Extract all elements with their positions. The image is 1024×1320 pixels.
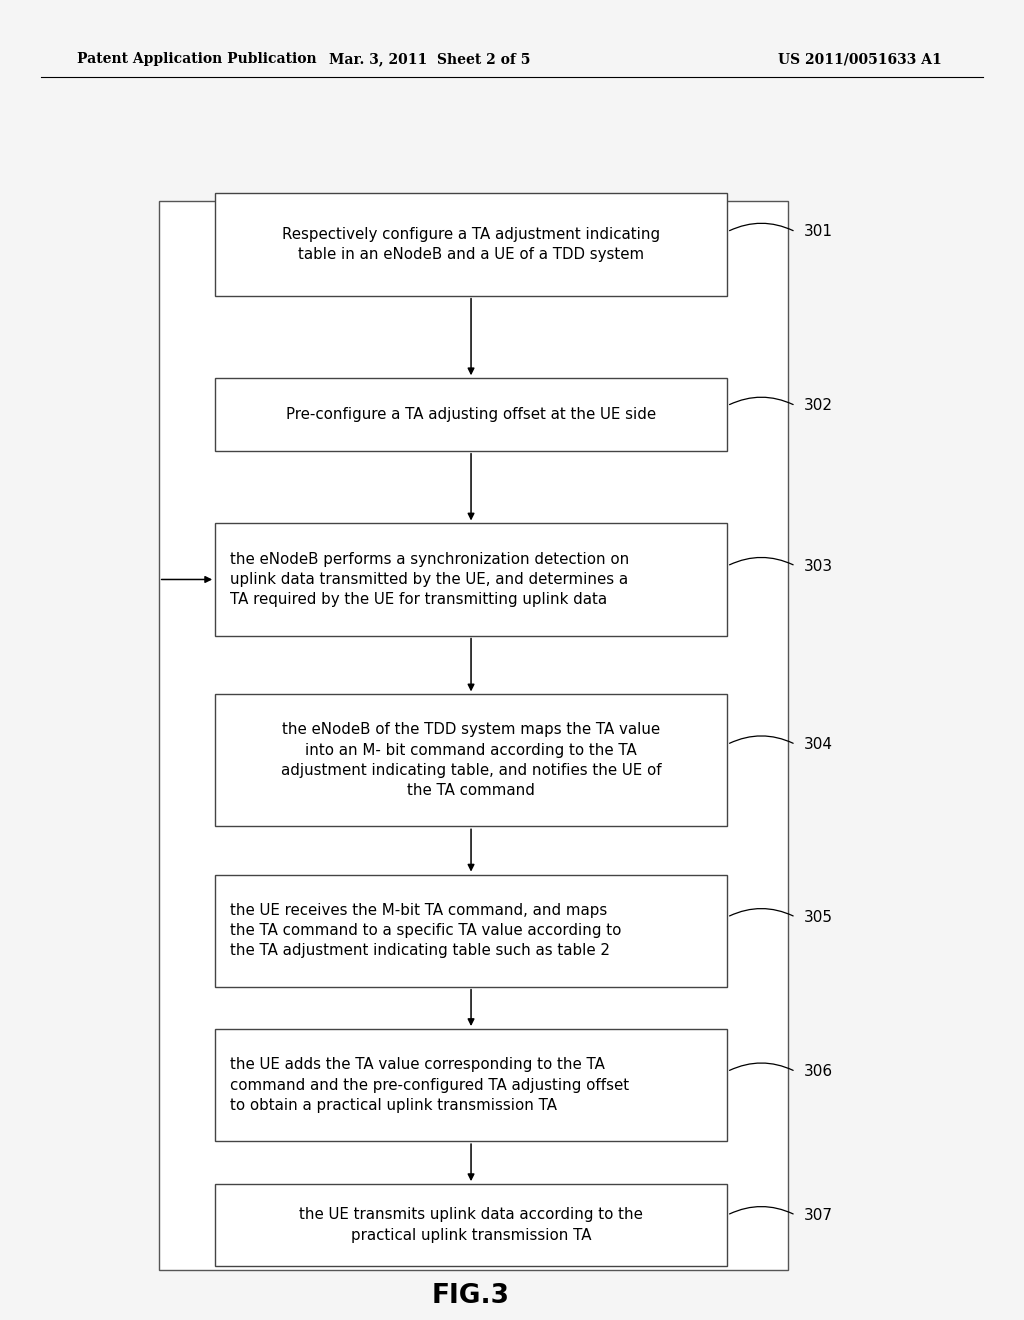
Text: 305: 305: [804, 909, 833, 924]
Bar: [215, 874, 727, 987]
Text: 303: 303: [804, 558, 833, 573]
Text: the UE transmits uplink data according to the
practical uplink transmission TA: the UE transmits uplink data according t…: [299, 1208, 643, 1242]
Text: the eNodeB performs a synchronization detection on
uplink data transmitted by th: the eNodeB performs a synchronization de…: [230, 552, 630, 607]
Bar: [215, 193, 727, 296]
Bar: [159, 201, 788, 1270]
Text: Patent Application Publication: Patent Application Publication: [77, 53, 316, 66]
Text: 304: 304: [804, 737, 833, 752]
Bar: [215, 1030, 727, 1140]
Bar: [215, 523, 727, 635]
Bar: [215, 694, 727, 826]
Text: Pre-configure a TA adjusting offset at the UE side: Pre-configure a TA adjusting offset at t…: [286, 407, 656, 422]
Text: 301: 301: [804, 224, 833, 239]
Text: US 2011/0051633 A1: US 2011/0051633 A1: [778, 53, 942, 66]
Text: the UE receives the M-bit TA command, and maps
the TA command to a specific TA v: the UE receives the M-bit TA command, an…: [230, 903, 622, 958]
Text: Mar. 3, 2011  Sheet 2 of 5: Mar. 3, 2011 Sheet 2 of 5: [330, 53, 530, 66]
Text: the eNodeB of the TDD system maps the TA value
into an M- bit command according : the eNodeB of the TDD system maps the TA…: [281, 722, 662, 799]
Bar: [215, 378, 727, 450]
Text: 307: 307: [804, 1208, 833, 1222]
Text: 302: 302: [804, 399, 833, 413]
Bar: [215, 1184, 727, 1266]
Text: 306: 306: [804, 1064, 833, 1078]
Text: Respectively configure a TA adjustment indicating
table in an eNodeB and a UE of: Respectively configure a TA adjustment i…: [282, 227, 660, 261]
Text: FIG.3: FIG.3: [432, 1283, 510, 1309]
Text: the UE adds the TA value corresponding to the TA
command and the pre-configured : the UE adds the TA value corresponding t…: [230, 1057, 630, 1113]
